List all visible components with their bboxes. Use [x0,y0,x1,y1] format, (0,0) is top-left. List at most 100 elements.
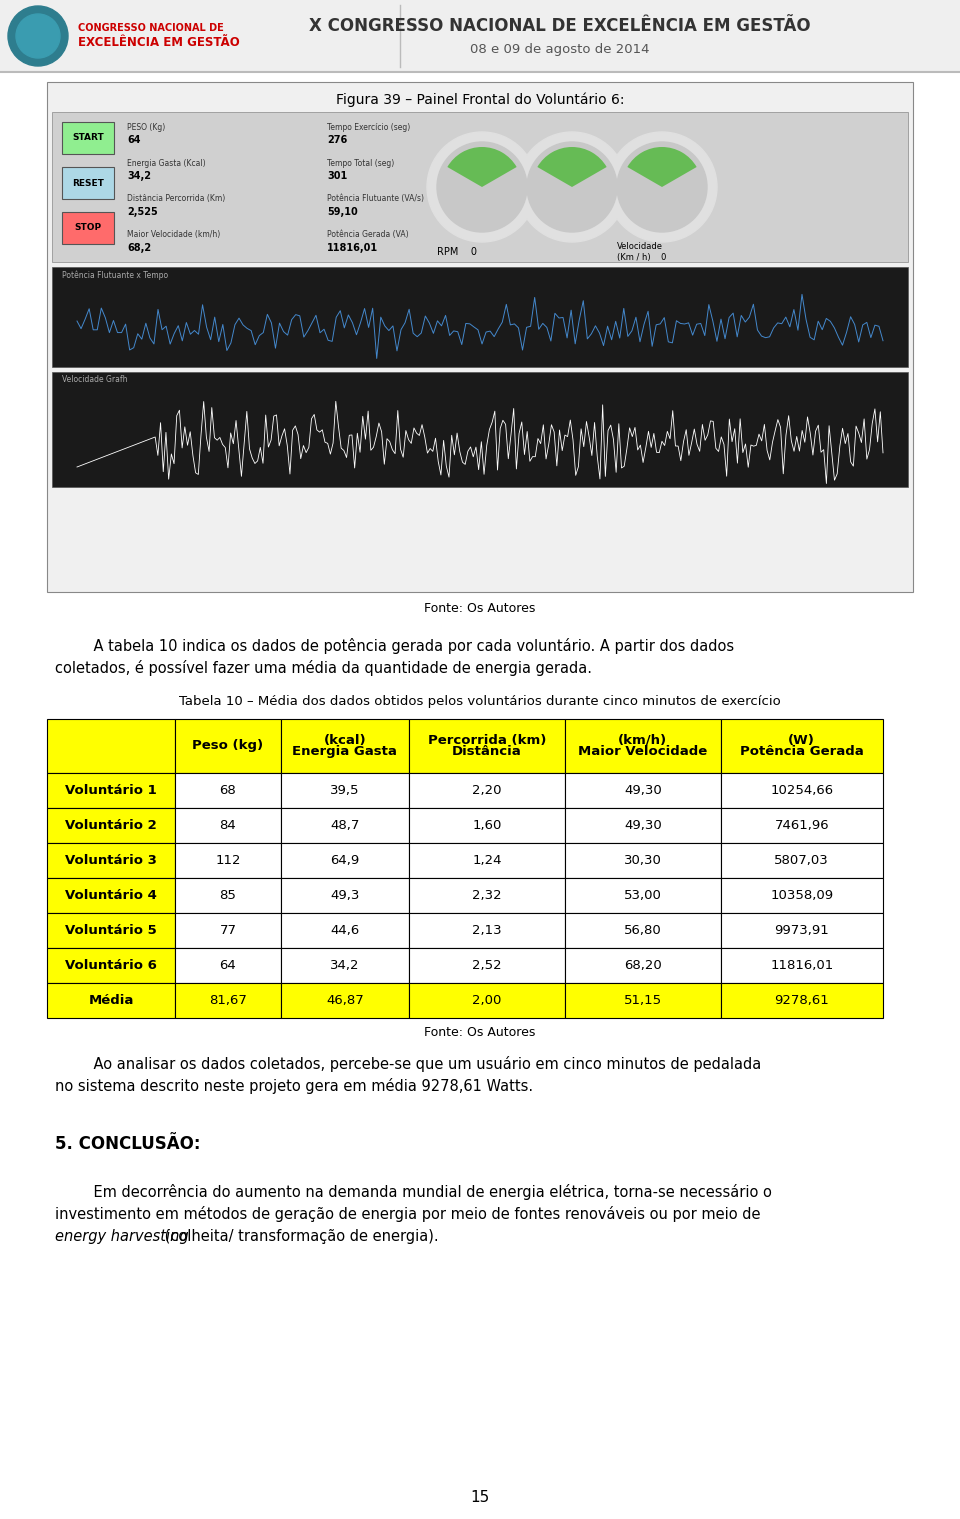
Text: 2,32: 2,32 [472,889,502,902]
Bar [47,82,913,592]
Text: 53,00: 53,00 [624,889,661,902]
Text: 30,30: 30,30 [624,854,661,867]
Bar [721,808,882,843]
Bar [409,878,564,913]
Circle shape [607,132,717,242]
Text: 77: 77 [220,924,236,937]
Bar [47,718,175,773]
Text: 2,20: 2,20 [472,784,502,797]
Text: 301: 301 [327,172,348,181]
Bar [175,948,281,983]
Text: 85: 85 [220,889,236,902]
Text: 49,30: 49,30 [624,819,661,832]
Bar [564,808,721,843]
Bar [175,878,281,913]
Bar [564,773,721,808]
Bar [721,913,882,948]
Text: Potência Gerada (VA): Potência Gerada (VA) [327,231,409,240]
Text: 68: 68 [220,784,236,797]
Text: 48,7: 48,7 [330,819,360,832]
Bar [281,843,409,878]
Text: 2,525: 2,525 [127,207,157,217]
Text: 10254,66: 10254,66 [770,784,833,797]
Text: Ao analisar os dados coletados, percebe-se que um usuário em cinco minutos de pe: Ao analisar os dados coletados, percebe-… [75,1056,761,1072]
Circle shape [527,141,617,232]
Bar [47,913,175,948]
Bar [52,112,908,261]
Text: Maior Velocidade: Maior Velocidade [578,746,708,758]
Text: 9973,91: 9973,91 [775,924,829,937]
Text: 1,60: 1,60 [472,819,502,832]
Bar [175,718,281,773]
Text: EXCELÊNCIA EM GESTÃO: EXCELÊNCIA EM GESTÃO [78,35,240,49]
Bar [175,983,281,1018]
Circle shape [427,132,537,242]
Text: 11816,01: 11816,01 [327,243,378,254]
Text: 51,15: 51,15 [624,993,661,1007]
Text: Energia Gasta: Energia Gasta [293,746,397,758]
Text: Velocidade Grafh: Velocidade Grafh [62,375,128,384]
Text: energy harvesting: energy harvesting [55,1229,188,1244]
Text: no sistema descrito neste projeto gera em média 9278,61 Watts.: no sistema descrito neste projeto gera e… [55,1078,533,1094]
Text: 9278,61: 9278,61 [775,993,829,1007]
Bar [47,983,175,1018]
Text: Fonte: Os Autores: Fonte: Os Autores [424,1025,536,1039]
Bar [281,983,409,1018]
Text: 56,80: 56,80 [624,924,661,937]
Bar [47,773,175,808]
Text: 81,67: 81,67 [209,993,247,1007]
Text: PESO (Kg): PESO (Kg) [127,123,165,132]
Bar [409,773,564,808]
Bar [564,983,721,1018]
Text: 39,5: 39,5 [330,784,360,797]
Text: Voluntário 1: Voluntário 1 [65,784,156,797]
Text: 08 e 09 de agosto de 2014: 08 e 09 de agosto de 2014 [470,44,650,56]
Bar [281,718,409,773]
Text: 59,10: 59,10 [327,207,358,217]
Text: 68,2: 68,2 [127,243,151,254]
Text: Tabela 10 – Média dos dados obtidos pelos voluntários durante cinco minutos de e: Tabela 10 – Média dos dados obtidos pelo… [180,694,780,708]
Text: 5. CONCLUSÃO:: 5. CONCLUSÃO: [55,1135,201,1153]
Bar [721,948,882,983]
Text: CONGRESSO NACIONAL DE: CONGRESSO NACIONAL DE [78,23,224,33]
Text: Percorrida (km): Percorrida (km) [428,734,546,746]
Circle shape [8,6,68,65]
Bar [564,718,721,773]
Text: STOP: STOP [75,223,102,232]
Bar [47,948,175,983]
Text: Média: Média [88,993,133,1007]
Text: RESET: RESET [72,179,104,187]
Text: Voluntário 6: Voluntário 6 [65,958,157,972]
Wedge shape [447,147,516,187]
Bar [52,267,908,368]
Text: Peso (kg): Peso (kg) [192,740,264,752]
Bar [175,913,281,948]
Text: Fonte: Os Autores: Fonte: Os Autores [424,602,536,615]
Text: 64,9: 64,9 [330,854,360,867]
Text: Figura 39 – Painel Frontal do Voluntário 6:: Figura 39 – Painel Frontal do Voluntário… [336,93,624,108]
Text: Voluntário 2: Voluntário 2 [65,819,156,832]
Text: 34,2: 34,2 [127,172,151,181]
Text: Voluntário 4: Voluntário 4 [65,889,157,902]
Bar [721,878,882,913]
Text: 2,13: 2,13 [472,924,502,937]
Text: Velocidade
(Km / h)    0: Velocidade (Km / h) 0 [617,243,666,261]
Text: 49,30: 49,30 [624,784,661,797]
Bar [721,718,882,773]
Text: 2,52: 2,52 [472,958,502,972]
Bar [721,843,882,878]
Bar [62,122,114,153]
Text: Potência Flutuante (VA/s): Potência Flutuante (VA/s) [327,194,424,204]
Bar [47,878,175,913]
Text: Tempo Exercício (seg): Tempo Exercício (seg) [327,123,410,132]
Text: 1,24: 1,24 [472,854,502,867]
Text: coletados, é possível fazer uma média da quantidade de energia gerada.: coletados, é possível fazer uma média da… [55,659,592,676]
Bar [409,843,564,878]
Text: X CONGRESSO NACIONAL DE EXCELÊNCIA EM GESTÃO: X CONGRESSO NACIONAL DE EXCELÊNCIA EM GE… [309,17,811,35]
Text: Voluntário 5: Voluntário 5 [65,924,156,937]
Bar [52,372,908,488]
Text: 112: 112 [215,854,241,867]
Text: Voluntário 3: Voluntário 3 [65,854,157,867]
Bar [409,983,564,1018]
Text: 7461,96: 7461,96 [775,819,829,832]
